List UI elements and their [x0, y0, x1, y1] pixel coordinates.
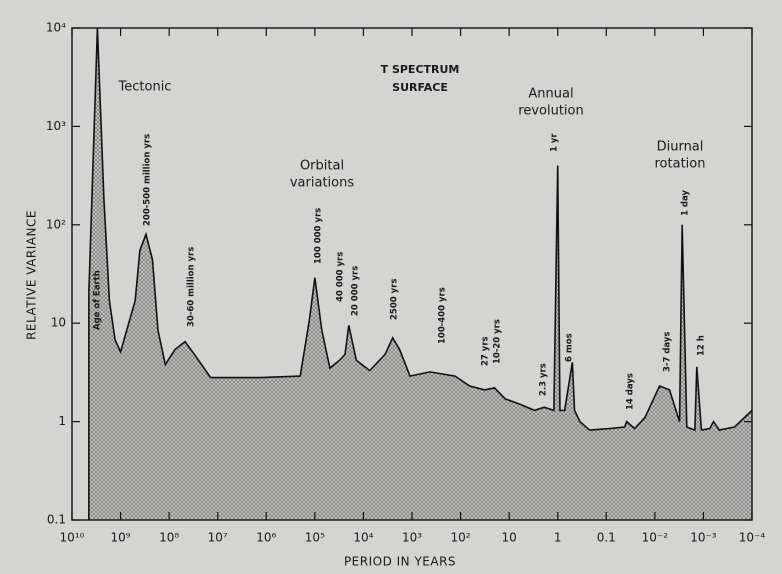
region-label: Tectonic — [118, 80, 172, 95]
peak-label: Age of Earth — [93, 270, 103, 330]
area-line — [88, 28, 752, 432]
x-tick-label: 10⁴ — [353, 531, 373, 545]
peak-label: 12 h — [697, 335, 707, 356]
y-tick-label: 10⁴ — [46, 21, 66, 35]
x-tick-label: 10⁵ — [305, 531, 325, 545]
y-tick-label: 10 — [51, 316, 66, 330]
x-tick-label: 10² — [451, 531, 471, 545]
y-tick-label: 10² — [46, 217, 66, 231]
x-tick-label: 10 — [502, 531, 517, 545]
x-tick-label: 10⁸ — [159, 531, 179, 545]
x-tick-label: 10⁻⁴ — [739, 531, 766, 545]
x-axis-title: PERIOD IN YEARS — [344, 555, 456, 569]
peak-label: 1 yr — [550, 133, 560, 152]
plot-area — [88, 28, 752, 520]
region-label: Diurnal — [657, 140, 704, 155]
peak-label: 10-20 yrs — [493, 319, 503, 364]
region-label: revolution — [518, 104, 583, 119]
peak-label: 20 000 yrs — [351, 266, 361, 316]
peak-label: 6 mos — [565, 333, 575, 362]
peak-label: 200-500 million yrs — [143, 134, 153, 226]
x-tick-label: 0.1 — [597, 531, 616, 545]
peak-label: 30-60 million yrs — [187, 247, 197, 327]
region-label: Orbital — [300, 159, 344, 174]
peak-label: 40 000 yrs — [336, 252, 346, 302]
x-tick-label: 10⁹ — [111, 531, 131, 545]
y-axis-title: RELATIVE VARIANCE — [25, 210, 39, 340]
peak-label: 100-400 yrs — [438, 287, 448, 344]
x-tick-label: 1 — [554, 531, 562, 545]
y-tick-label: 10³ — [46, 119, 66, 133]
x-tick-label: 10¹⁰ — [60, 531, 85, 545]
peak-label: 3-7 days — [663, 332, 673, 372]
x-tick-label: 10⁷ — [208, 531, 228, 545]
x-tick-label: 10³ — [402, 531, 422, 545]
peak-label: 1 day — [681, 190, 691, 216]
area-fill — [88, 28, 752, 520]
peak-label: 2.3 yrs — [539, 363, 549, 396]
peak-label: 27 yrs — [481, 336, 491, 366]
peak-label: 2500 yrs — [390, 279, 400, 320]
x-tick-label: 10⁻² — [642, 531, 669, 545]
peak-label: 14 days — [626, 373, 636, 410]
region-label: rotation — [655, 157, 706, 172]
x-tick-label: 10⁶ — [256, 531, 276, 545]
chart-title: SURFACE — [392, 81, 448, 94]
chart-title: T SPECTRUM — [381, 63, 460, 76]
y-tick-label: 1 — [58, 414, 66, 428]
region-label: Annual — [528, 87, 573, 102]
region-label: variations — [290, 176, 354, 191]
peak-label: 100 000 yrs — [314, 208, 324, 264]
y-tick-label: 0.1 — [47, 513, 66, 527]
x-tick-label: 10⁻³ — [690, 531, 717, 545]
